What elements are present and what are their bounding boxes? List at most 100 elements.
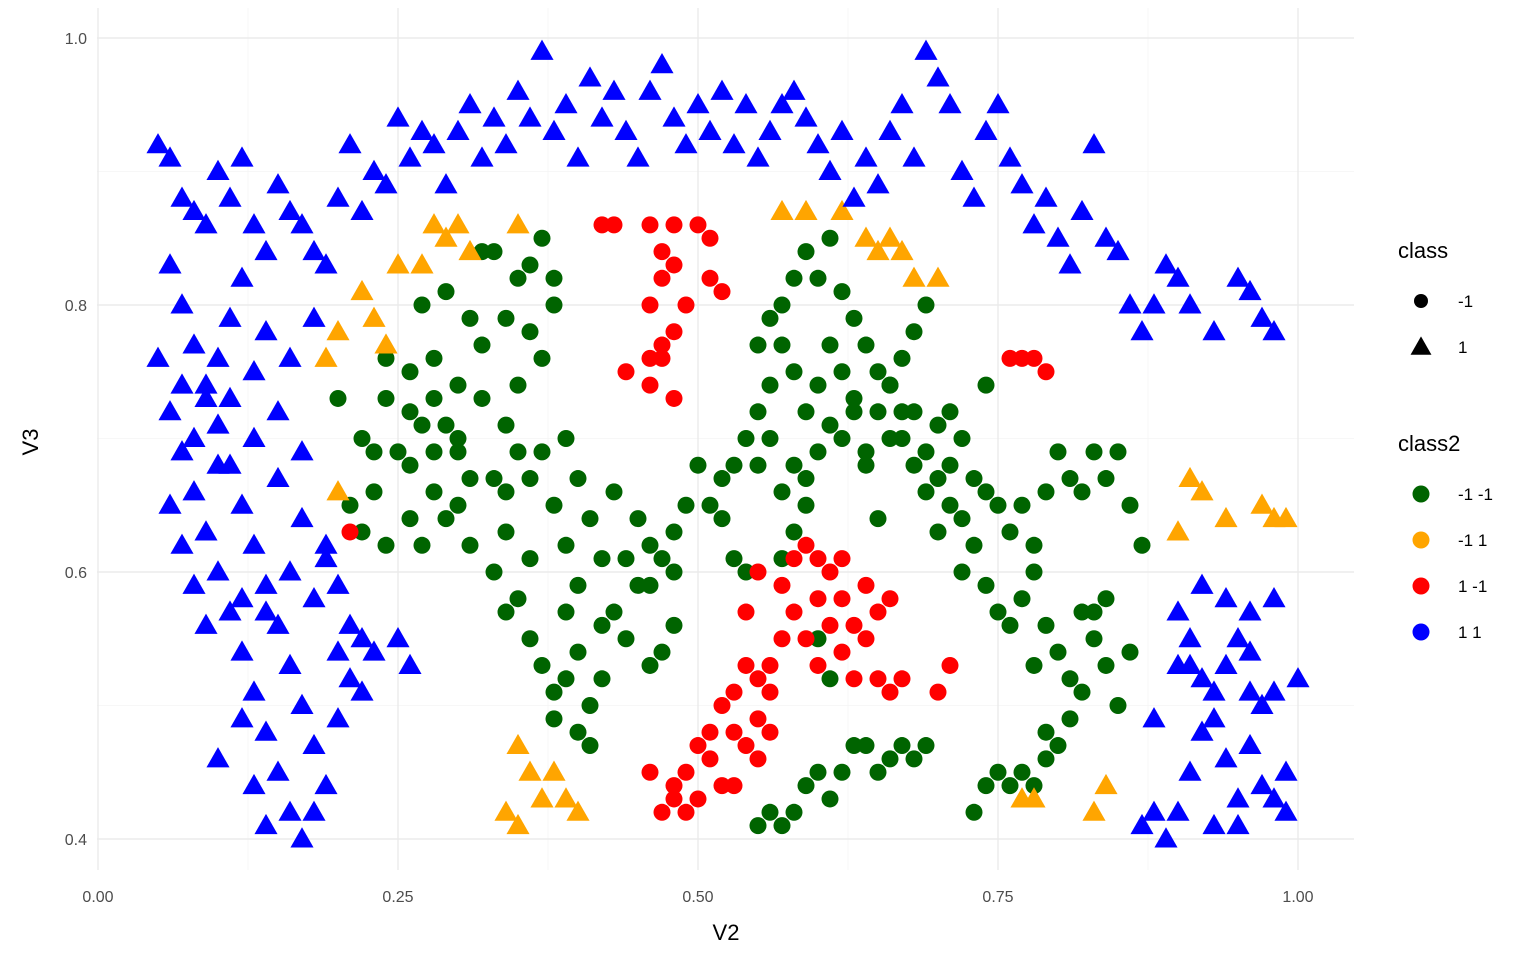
- data-point: [749, 670, 767, 688]
- data-point: [389, 443, 407, 461]
- data-point: [926, 266, 950, 287]
- data-point: [665, 563, 683, 581]
- data-point: [509, 443, 527, 461]
- data-point: [701, 269, 719, 287]
- data-point: [866, 239, 890, 261]
- data-point: [641, 536, 659, 554]
- data-point: [773, 817, 791, 835]
- data-point: [653, 243, 671, 261]
- data-point: [737, 656, 755, 674]
- data-point: [545, 683, 563, 701]
- data-point: [254, 720, 278, 741]
- data-point: [977, 483, 995, 501]
- data-point: [602, 79, 626, 100]
- data-point: [734, 93, 758, 114]
- data-point: [1190, 573, 1214, 594]
- data-point: [770, 93, 794, 114]
- data-point: [857, 443, 875, 461]
- data-point: [353, 430, 371, 447]
- data-point: [566, 800, 590, 821]
- data-point: [542, 119, 566, 140]
- data-point: [1049, 737, 1067, 755]
- data-point: [953, 510, 971, 528]
- data-point: [665, 777, 683, 795]
- data-point: [797, 403, 815, 421]
- data-point: [641, 576, 659, 594]
- data-point: [569, 470, 587, 488]
- data-point: [533, 443, 551, 461]
- data-point: [410, 253, 434, 274]
- data-point: [665, 790, 683, 808]
- data-point: [809, 656, 827, 674]
- data-point: [569, 723, 587, 741]
- data-point: [338, 613, 362, 634]
- data-point: [1094, 773, 1118, 795]
- data-point: [1238, 733, 1262, 755]
- data-point: [1166, 800, 1190, 821]
- data-point: [761, 803, 779, 821]
- data-point: [941, 656, 959, 674]
- data-point: [1049, 643, 1067, 661]
- data-point: [641, 376, 659, 394]
- data-point: [797, 470, 815, 488]
- data-point: [521, 470, 539, 488]
- data-point: [761, 656, 779, 674]
- data-point: [1202, 813, 1226, 835]
- data-point: [713, 777, 731, 795]
- data-point: [569, 576, 587, 594]
- data-point: [737, 430, 755, 447]
- data-point: [902, 146, 926, 167]
- data-point: [989, 496, 1007, 514]
- data-point: [242, 533, 266, 554]
- data-point: [1178, 627, 1202, 648]
- data-point: [677, 496, 695, 514]
- data-point: [1013, 496, 1031, 514]
- data-point: [593, 670, 611, 688]
- data-point: [1214, 653, 1238, 674]
- data-point: [593, 550, 611, 568]
- data-point: [914, 39, 938, 60]
- data-point: [581, 697, 599, 714]
- data-point: [446, 213, 470, 234]
- data-point: [302, 733, 326, 755]
- data-point: [206, 413, 230, 434]
- data-point: [785, 269, 803, 287]
- data-point: [449, 376, 467, 394]
- data-point: [266, 760, 290, 781]
- data-point: [494, 800, 518, 821]
- data-point: [326, 707, 350, 728]
- data-point: [701, 750, 719, 768]
- data-point: [1025, 656, 1043, 674]
- data-point: [314, 253, 338, 274]
- data-point: [1097, 656, 1115, 674]
- data-point: [254, 813, 278, 835]
- data-point: [1250, 773, 1274, 795]
- data-point: [1118, 293, 1142, 314]
- data-point: [170, 440, 194, 461]
- data-point: [1274, 506, 1298, 528]
- data-point: [965, 803, 983, 821]
- data-point: [302, 800, 326, 821]
- data-point: [1133, 536, 1151, 554]
- data-point: [761, 683, 779, 701]
- data-point: [521, 550, 539, 568]
- data-point: [230, 493, 254, 514]
- data-point: [1214, 586, 1238, 608]
- data-point: [809, 443, 827, 461]
- data-point: [617, 550, 635, 568]
- data-point: [821, 790, 839, 808]
- data-point: [545, 710, 563, 728]
- data-points: [146, 39, 1310, 848]
- data-point: [893, 349, 911, 367]
- data-point: [449, 443, 467, 461]
- x-tick-label: 0.00: [82, 889, 113, 906]
- data-point: [350, 627, 374, 648]
- data-point: [794, 106, 818, 127]
- data-point: [773, 336, 791, 354]
- data-point: [1238, 600, 1262, 621]
- data-point: [158, 493, 182, 514]
- data-point: [617, 630, 635, 648]
- data-point: [425, 389, 443, 407]
- data-point: [206, 560, 230, 581]
- data-point: [446, 119, 470, 140]
